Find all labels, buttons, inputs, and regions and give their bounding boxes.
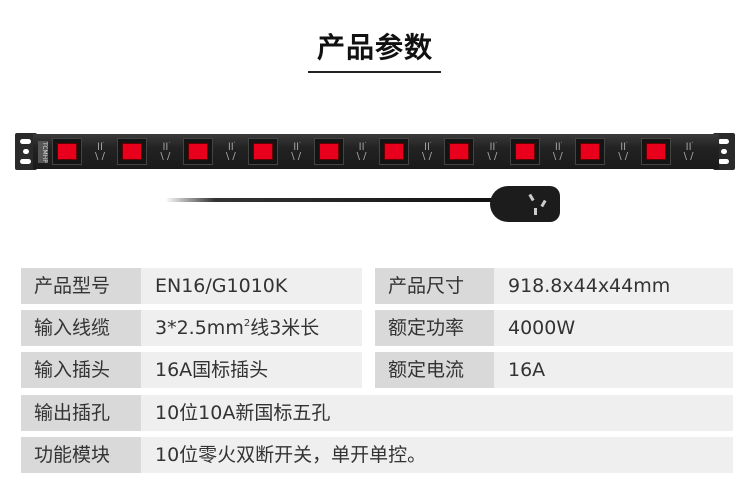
power-cord [165, 198, 495, 202]
mounting-ear-left [15, 133, 37, 170]
value-text: 3*2.5mm [155, 317, 244, 339]
spec-value: EN16/G1010K [141, 268, 362, 304]
rocker-switch [640, 138, 671, 165]
outlet-socket: ׁ׀׀ \ / [356, 141, 367, 162]
rocker-switch [117, 138, 148, 165]
rocker-switch [52, 138, 82, 165]
rocker-switch [509, 138, 540, 165]
spec-label: 输入插头 [21, 352, 141, 388]
outlet-socket: ׁ׀׀ \ / [422, 141, 432, 162]
spec-label: 功能模块 [21, 437, 141, 473]
brand-logo: TCMHP [38, 141, 48, 163]
rocker-switch [313, 138, 344, 165]
spec-value: 3*2.5mm2线3米长 [141, 310, 362, 346]
outlet-socket: ׁ׀׀ \ / [552, 141, 563, 162]
value-superscript: 2 [243, 318, 251, 329]
value-text: 线3米长 [250, 317, 320, 339]
spec-label: 输出插孔 [21, 395, 141, 431]
switch-rocker [645, 143, 666, 160]
switch-rocker [57, 143, 77, 160]
switch-rocker [449, 143, 470, 160]
outlet-socket: ׁ׀׀ \ / [683, 141, 694, 162]
switch-rocker [580, 143, 601, 160]
spec-label: 产品尺寸 [375, 268, 494, 304]
pdu-product-image: TCMHP ׁ׀׀ \ /ׁ׀׀ \ /ׁ׀׀ \ /ׁ׀׀ \ /ׁ׀׀ \ /ׁ׀׀ \… [15, 133, 735, 170]
switch-rocker [122, 143, 143, 160]
spec-value: 10位10A新国标五孔 [141, 395, 733, 431]
switch-rocker [384, 143, 404, 160]
power-plug [490, 186, 560, 222]
rocker-switch [444, 138, 475, 165]
spec-value: 4000W [494, 310, 733, 346]
switch-rocker [514, 143, 535, 160]
outlet-socket: ׁ׀׀ \ / [618, 141, 629, 162]
pdu-body: TCMHP ׁ׀׀ \ /ׁ׀׀ \ /ׁ׀׀ \ /ׁ׀׀ \ /ׁ׀׀ \ /ׁ׀׀ \… [33, 134, 719, 169]
rocker-switch [575, 138, 606, 165]
outlet-socket: ׁ׀׀ \ / [487, 141, 498, 162]
spec-label: 产品型号 [21, 268, 141, 304]
spec-label: 额定电流 [375, 352, 494, 388]
rocker-switch [379, 138, 409, 165]
rocker-switch [182, 138, 213, 165]
spec-value: 918.8x44x44mm [494, 268, 733, 304]
switch-rocker [253, 143, 274, 160]
spec-value: 10位零火双断开关，单开单控。 [141, 437, 733, 473]
outlet-socket: ׁ׀׀ \ / [95, 141, 105, 162]
spec-value: 16A [494, 352, 733, 388]
spec-label: 输入线缆 [21, 310, 141, 346]
title-underline [308, 71, 441, 73]
spec-value: 16A国标插头 [141, 352, 362, 388]
outlet-socket: ׁ׀׀ \ / [160, 141, 171, 162]
spec-label: 额定功率 [375, 310, 494, 346]
page-title: 产品参数 [316, 31, 433, 64]
outlet-socket: ׁ׀׀ \ / [291, 141, 302, 162]
rocker-switch [248, 138, 279, 165]
switch-rocker [318, 143, 339, 160]
outlet-socket: ׁ׀׀ \ / [225, 141, 236, 162]
switch-rocker [187, 143, 208, 160]
